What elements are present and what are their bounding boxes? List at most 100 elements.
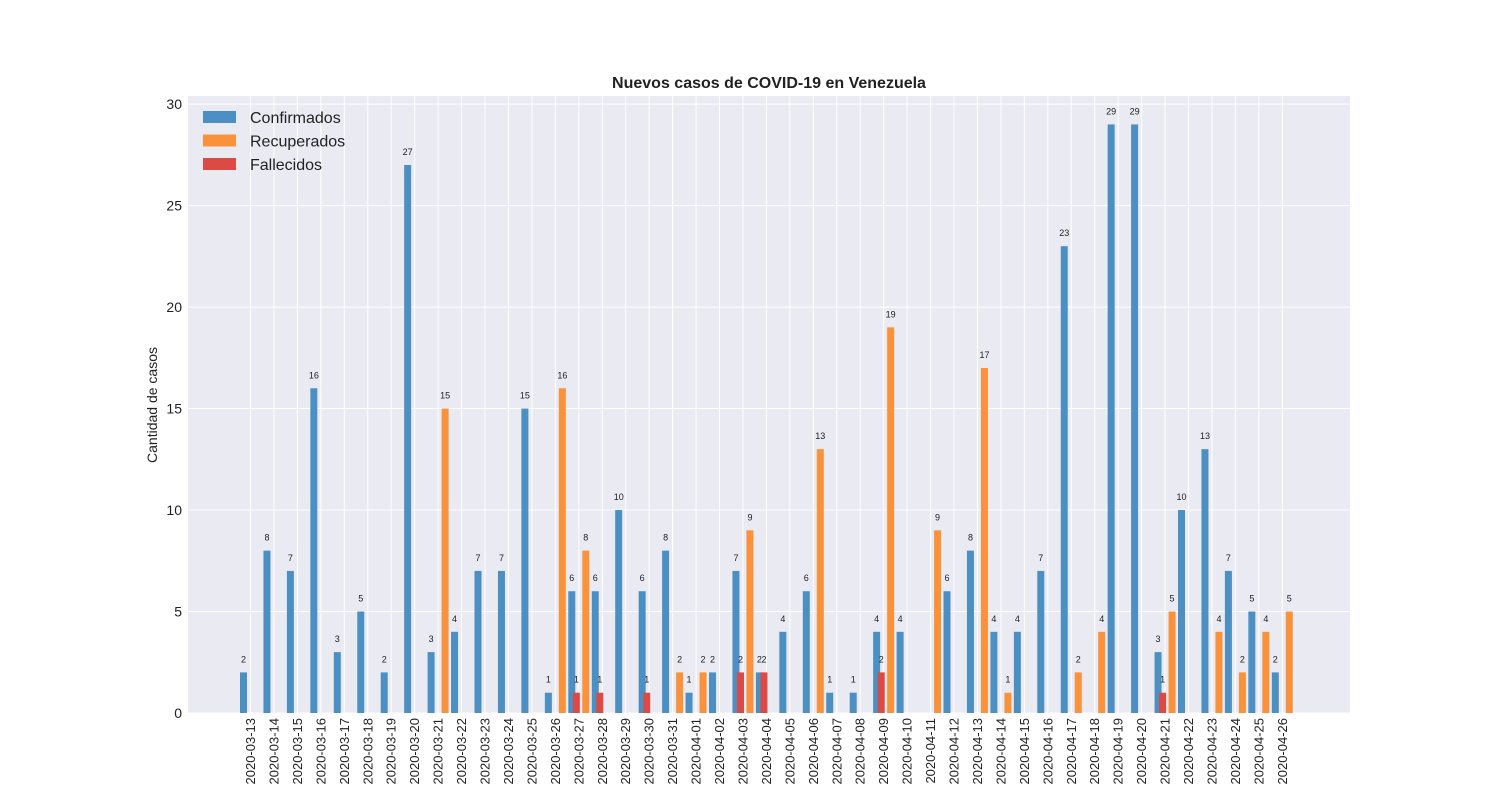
data-label: 2 [1076,654,1081,664]
data-label: 13 [1200,431,1210,441]
data-label: 5 [1170,594,1175,604]
data-label: 2 [701,654,706,664]
bar-confirmados [849,692,857,713]
bar-recuperados [1168,611,1176,713]
bar-recuperados [746,530,754,713]
data-label: 1 [546,675,551,685]
bars [240,124,1293,713]
chart-title: Nuevos casos de COVID-19 en Venezuela [612,75,926,92]
legend-swatch-recuperados [203,134,236,147]
bar-confirmados [1271,672,1279,713]
bar-confirmados [427,652,435,713]
x-tick-label: 2020-04-26 [1275,718,1290,785]
bar-confirmados [240,672,247,713]
data-label: 8 [663,533,668,543]
legend-label: Recuperados [250,134,345,151]
y-axis-ticks: 0 5 10 15 20 25 30 [166,96,182,721]
bar-confirmados [1037,570,1045,713]
data-label: 4 [452,614,457,624]
data-label: 10 [614,492,624,502]
x-tick-label: 2020-04-08 [853,718,868,785]
x-tick-label: 2020-04-03 [735,718,750,785]
legend-swatch-confirmados [203,111,236,123]
data-label: 3 [429,634,434,644]
bar-confirmados [1224,570,1232,713]
bar-confirmados [591,591,599,713]
x-tick-label: 2020-04-11 [923,718,938,784]
x-tick-label: 2020-03-24 [501,718,516,785]
bar-confirmados [779,631,787,713]
bar-confirmados [521,408,529,713]
x-tick-label: 2020-03-31 [665,718,680,785]
bar-confirmados [943,591,951,713]
data-label: 7 [499,553,504,563]
bar-confirmados [357,611,365,713]
x-tick-label: 2020-03-21 [431,718,446,785]
y-tick-label: 25 [166,198,182,214]
data-label: 6 [640,573,645,583]
data-label: 4 [1099,614,1104,624]
y-axis-label: Cantidad de casos [144,347,160,463]
data-label: 10 [1176,492,1186,502]
bar-recuperados [582,550,590,713]
x-tick-label: 2020-03-27 [571,718,586,785]
bar-confirmados [568,591,576,713]
legend-label: Confirmados [250,110,341,127]
legend: Confirmados Recuperados Fallecidos [203,110,345,174]
x-tick-label: 2020-04-15 [1017,718,1032,785]
data-label: 13 [815,431,825,441]
bar-recuperados [1262,631,1270,713]
data-label: 1 [827,675,832,685]
bar-recuperados [1098,631,1106,713]
data-label: 6 [804,573,809,583]
x-tick-label: 2020-03-17 [337,718,352,785]
data-label: 2 [879,654,884,664]
data-label: 17 [979,350,989,360]
x-tick-label: 2020-03-19 [384,718,399,785]
data-label: 7 [475,553,480,563]
x-tick-label: 2020-04-17 [1064,718,1079,785]
bar-confirmados [1201,449,1209,713]
x-tick-label: 2020-03-18 [360,718,375,785]
data-label: 16 [557,370,567,380]
bar-confirmados [286,570,294,713]
bar-confirmados [497,570,505,713]
data-label: 5 [358,594,363,604]
bar-recuperados [980,367,988,713]
x-tick-label: 2020-03-22 [454,718,469,785]
bar-confirmados [638,591,646,713]
data-label: 2 [757,654,762,664]
bar-fallecidos [643,692,651,713]
bar-recuperados [558,388,566,713]
bar-confirmados [732,570,740,713]
data-label: 5 [1287,594,1292,604]
y-tick-label: 10 [166,502,182,518]
y-tick-label: 0 [174,705,182,721]
data-label: 7 [288,553,293,563]
x-tick-label: 2020-04-13 [970,718,985,785]
data-label: 4 [874,614,879,624]
data-label: 1 [1160,675,1165,685]
bar-recuperados [887,327,895,713]
bar-recuperados [676,672,684,713]
data-label: 1 [574,675,579,685]
data-label: 6 [944,573,949,583]
data-label: 2 [710,654,715,664]
data-label: 23 [1059,228,1069,238]
bar-confirmados [1131,124,1139,713]
data-label: 4 [898,614,903,624]
x-tick-label: 2020-04-16 [1040,718,1055,785]
bar-fallecidos [596,692,604,713]
bar-confirmados [685,692,693,713]
data-label: 9 [747,512,752,522]
bar-fallecidos [572,692,580,713]
data-label: 19 [886,309,896,319]
data-label: 9 [935,512,940,522]
data-label: 1 [687,675,692,685]
y-tick-label: 20 [166,299,182,315]
bar-confirmados [404,165,412,713]
x-tick-label: 2020-04-10 [900,718,915,785]
data-label: 8 [264,533,269,543]
bar-confirmados [873,631,881,713]
data-label: 1 [1005,675,1010,685]
